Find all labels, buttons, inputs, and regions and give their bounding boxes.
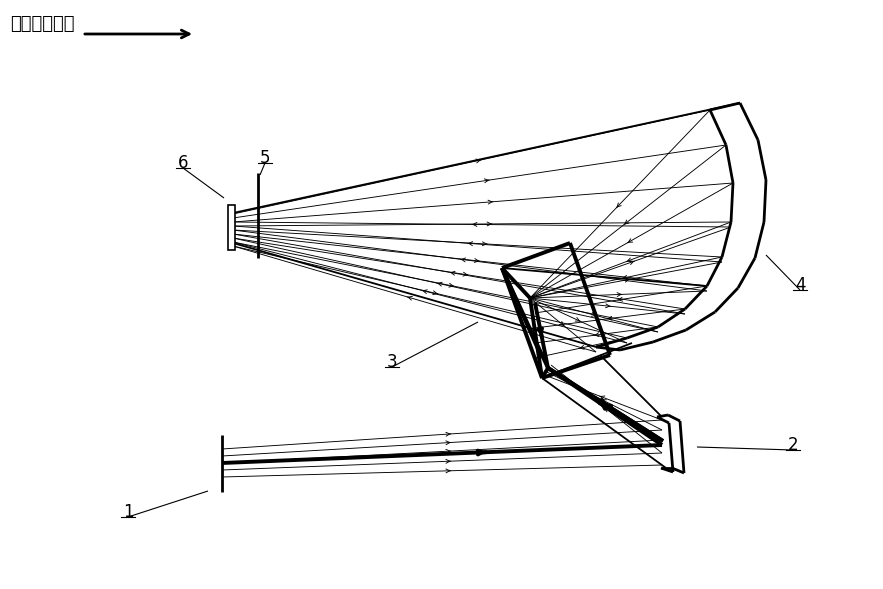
Text: 4: 4 <box>795 276 805 294</box>
Text: 6: 6 <box>177 154 188 172</box>
Text: 3: 3 <box>387 353 397 371</box>
Text: 5: 5 <box>260 149 270 167</box>
Text: 2: 2 <box>788 436 798 454</box>
Text: 光线传播方向: 光线传播方向 <box>10 15 74 33</box>
Text: 1: 1 <box>123 503 133 521</box>
Bar <box>228 205 235 250</box>
